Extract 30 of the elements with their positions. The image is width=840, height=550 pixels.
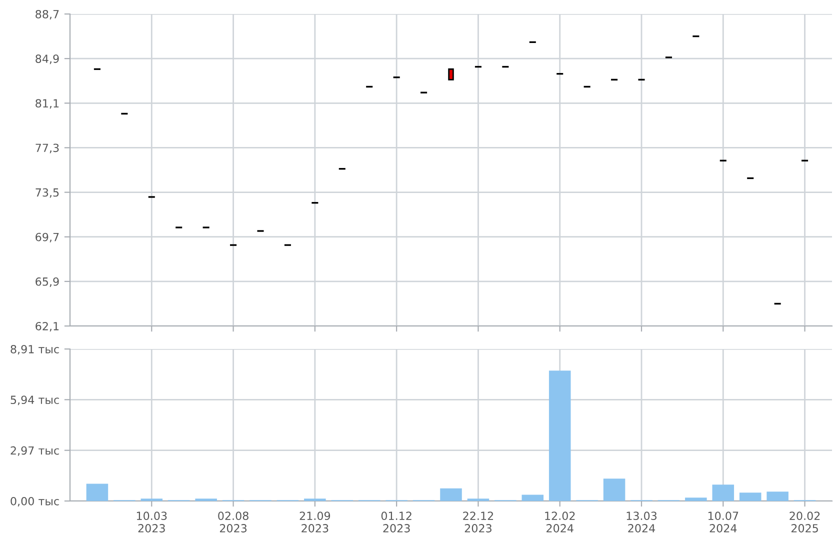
y-tick-label: 81,1 xyxy=(36,99,59,109)
bar xyxy=(739,492,762,501)
x-tick-label: 12.02 2024 xyxy=(545,512,575,532)
bar xyxy=(766,492,788,501)
x-tick-label: 10.07 2024 xyxy=(708,512,738,532)
x-tick-label: 22.12 2023 xyxy=(463,512,494,532)
y-tick-label: 69,7 xyxy=(36,232,59,242)
y-tick-label: 2,97 тыс xyxy=(10,446,59,456)
x-tick-label: 02.08 2023 xyxy=(218,512,248,532)
y-tick-label: 5,94 тыс xyxy=(10,396,59,406)
x-tick-label: 13.03 2024 xyxy=(626,512,657,532)
x-tick-label: 20.02 2025 xyxy=(790,512,820,532)
y-tick-label: 65,9 xyxy=(36,277,59,287)
bar xyxy=(86,484,108,501)
bar xyxy=(603,478,626,501)
bar xyxy=(440,488,462,501)
y-tick-label: 0,00 тыс xyxy=(10,496,59,507)
bar xyxy=(522,494,544,501)
y-tick-label: 73,5 xyxy=(36,188,59,198)
x-tick-label: 21.09 2023 xyxy=(300,512,330,532)
x-tick-label: 01.12 2023 xyxy=(381,512,412,532)
bar xyxy=(712,484,734,501)
y-tick-label: 77,3 xyxy=(36,144,59,154)
y-tick-label: 84,9 xyxy=(36,54,59,64)
bar xyxy=(685,498,707,501)
bar xyxy=(548,370,571,501)
x-tick-label: 10.03 2023 xyxy=(136,512,167,532)
y-tick-label: 8,91 тыс xyxy=(10,344,59,355)
y-tick-label: 88,7 xyxy=(36,10,59,20)
y-tick-label: 62,1 xyxy=(36,322,59,332)
